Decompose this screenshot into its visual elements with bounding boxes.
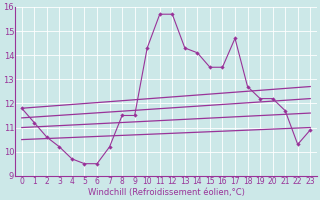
X-axis label: Windchill (Refroidissement éolien,°C): Windchill (Refroidissement éolien,°C) [88,188,244,197]
